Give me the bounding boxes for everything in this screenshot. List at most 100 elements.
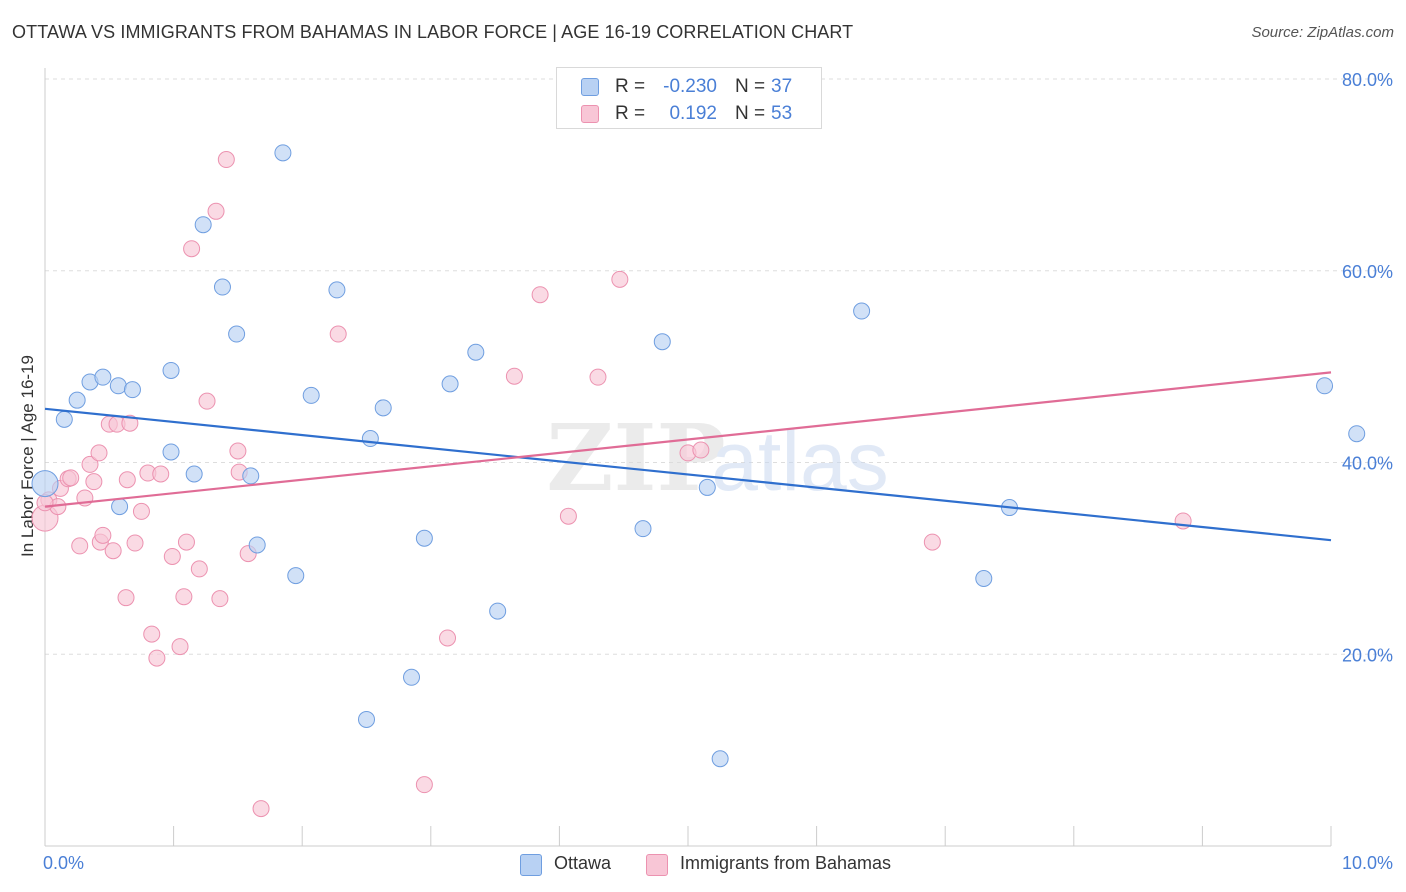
- ottawa-point: [68, 391, 86, 409]
- bahamas-point: [126, 534, 144, 552]
- bahamas-point: [207, 202, 225, 220]
- x-tick-label: 0.0%: [43, 853, 84, 873]
- bahamas-point: [589, 368, 607, 386]
- tick-labels: 20.0% 40.0% 60.0% 80.0% 0.0% 10.0%: [43, 70, 1393, 873]
- ottawa-trend-line: [44, 407, 1332, 542]
- ottawa-point: [228, 325, 246, 343]
- ottawa-point: [653, 333, 671, 351]
- ottawa-point: [194, 216, 212, 234]
- ottawa-legend-swatch: [520, 854, 542, 876]
- ottawa-point: [853, 302, 871, 320]
- ottawa-point: [274, 144, 292, 162]
- ottawa-point: [185, 465, 203, 483]
- trend-lines: [44, 371, 1332, 542]
- ottawa-point: [1348, 425, 1366, 443]
- ottawa-point: [358, 710, 375, 728]
- y-tick-label: 20.0%: [1342, 645, 1393, 665]
- bahamas-point: [175, 588, 193, 606]
- watermark: ZIP atlas: [546, 404, 888, 512]
- ottawa-point: [162, 443, 180, 461]
- bahamas-point: [505, 367, 523, 385]
- r-value: -0.230: [663, 76, 717, 97]
- ottawa-point: [489, 602, 507, 620]
- series-legend: Ottawa Immigrants from Bahamas: [0, 852, 1406, 878]
- n-label: N =: [735, 76, 766, 97]
- bahamas-point: [439, 629, 457, 647]
- bahamas-point: [923, 533, 941, 551]
- bahamas-point: [62, 469, 80, 487]
- bahamas-trend-line: [44, 371, 1332, 508]
- grid-lines: [45, 78, 1392, 655]
- x-tick-label: 10.0%: [1342, 853, 1393, 873]
- bahamas-point: [163, 547, 181, 565]
- y-tick-label: 80.0%: [1342, 70, 1393, 90]
- ottawa-point: [55, 410, 73, 428]
- n-value: 37: [771, 76, 793, 97]
- ottawa-point: [711, 750, 729, 768]
- bahamas-point: [692, 441, 710, 459]
- ottawa-point: [361, 430, 379, 448]
- ottawa-point: [162, 361, 180, 379]
- ottawa-point: [248, 536, 266, 554]
- ottawa-point: [374, 399, 392, 417]
- ottawa-point: [242, 467, 260, 485]
- n-label: N =: [735, 103, 766, 124]
- legend-label: Immigrants from Bahamas: [680, 853, 892, 873]
- bahamas-point: [94, 526, 112, 544]
- ottawa-point: [1316, 377, 1334, 395]
- bahamas-point: [559, 507, 577, 525]
- bahamas-point: [329, 325, 347, 343]
- data-points: [31, 83, 1366, 818]
- ottawa-point: [302, 386, 320, 404]
- y-tick-label: 60.0%: [1342, 262, 1393, 282]
- r-label: R =: [615, 103, 646, 124]
- ottawa-point: [328, 281, 346, 299]
- bahamas-point: [148, 649, 166, 667]
- bahamas-swatch: [581, 105, 599, 123]
- bahamas-point: [211, 590, 229, 608]
- r-label: R =: [615, 76, 646, 97]
- bahamas-point: [36, 494, 54, 512]
- bahamas-point: [171, 638, 189, 656]
- ottawa-swatch: [581, 78, 599, 96]
- bahamas-point: [71, 537, 89, 555]
- bahamas-point: [121, 414, 139, 432]
- ottawa-point: [975, 570, 993, 588]
- bahamas-point: [177, 533, 195, 551]
- ottawa-point: [94, 368, 112, 386]
- bahamas-point: [229, 442, 247, 460]
- bahamas-point: [132, 502, 150, 520]
- bahamas-point: [252, 800, 270, 818]
- bahamas-point: [85, 473, 103, 491]
- legend-label: Ottawa: [554, 853, 612, 873]
- bahamas-point: [217, 151, 235, 169]
- ottawa-point: [415, 529, 433, 547]
- y-tick-label: 40.0%: [1342, 454, 1393, 474]
- bahamas-point: [143, 625, 161, 643]
- ottawa-point: [213, 278, 231, 296]
- bahamas-point: [118, 471, 136, 489]
- bahamas-point: [90, 444, 108, 462]
- bahamas-point: [531, 286, 549, 304]
- ottawa-point: [123, 381, 141, 399]
- bahamas-point: [117, 589, 135, 607]
- bahamas-legend-swatch: [646, 854, 668, 876]
- stats-legend: R = -0.230 N = 37 R = 0.192 N = 53: [556, 67, 822, 129]
- source-label: Source: ZipAtlas.com: [1251, 24, 1394, 41]
- n-value: 53: [771, 103, 793, 124]
- bahamas-point: [81, 455, 99, 473]
- bahamas-point: [183, 240, 201, 258]
- legend-row-bahamas: R = 0.192 N = 53: [557, 101, 821, 127]
- axes: [44, 68, 1332, 847]
- legend-row-ottawa: R = -0.230 N = 37: [557, 74, 821, 100]
- ottawa-point: [467, 343, 485, 361]
- ottawa-point: [634, 520, 652, 538]
- ottawa-point: [287, 567, 305, 585]
- watermark-zip: ZIP: [546, 404, 725, 512]
- ottawa-point: [111, 498, 129, 516]
- ottawa-point: [698, 478, 716, 496]
- bahamas-point: [190, 560, 208, 578]
- bahamas-point: [415, 776, 433, 794]
- r-value: 0.192: [669, 103, 717, 124]
